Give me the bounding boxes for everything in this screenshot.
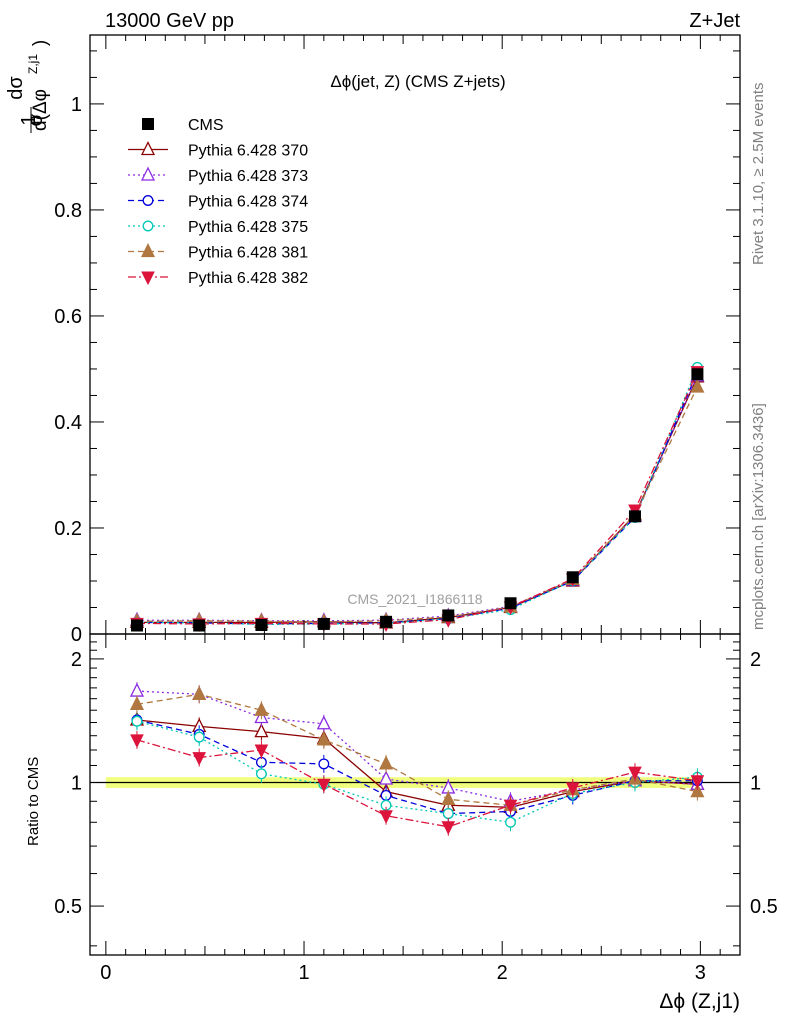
- main-data-point: [628, 510, 641, 523]
- legend-label-2: Pythia 6.428 373: [188, 168, 308, 185]
- ratio-series-5-point: [129, 695, 145, 711]
- ratio-series-4-point: [442, 808, 454, 820]
- ratio-series-2-point: [129, 682, 145, 697]
- main-y-axis-label: 1 σ dσ d(Δφ Z,j1 ): [5, 40, 51, 133]
- main-data-point: [317, 617, 330, 630]
- ratio-series-line-1: [136, 719, 698, 808]
- ratio-series-line-3: [136, 719, 698, 815]
- main-data-point: [691, 368, 704, 381]
- main-y-tick-label: 0.2: [54, 518, 82, 540]
- ratio-frame: [89, 633, 741, 956]
- x-axis-label: Δϕ (Z,j1): [659, 990, 740, 1013]
- legend-marker-0: [142, 118, 154, 130]
- ratio-series-5-point: [192, 685, 207, 700]
- ratio-y-tick-label-right: 2: [750, 649, 761, 671]
- legend-label-5: Pythia 6.428 381: [188, 245, 308, 262]
- main-y-tick-label: 0.4: [54, 412, 82, 434]
- main-series-line-5: [136, 386, 698, 623]
- legend-marker-3: [142, 195, 154, 206]
- main-title: Δϕ(jet, Z) (CMS Z+jets): [330, 72, 505, 91]
- ratio-y-tick-label: 0.5: [54, 896, 82, 918]
- side-label-source: mcplots.cern.ch [arXiv:1306.3436]: [750, 403, 767, 630]
- legend-label-4: Pythia 6.428 375: [188, 219, 308, 236]
- legend-label-0: CMS: [188, 117, 224, 134]
- side-label-rivet: Rivet 3.1.10, ≥ 2.5M events: [750, 83, 767, 266]
- ratio-series-6-point: [130, 734, 144, 748]
- ratio-y-tick-label: 1: [71, 772, 82, 794]
- svg-text:1: 1: [18, 114, 40, 125]
- legend-marker-1: [140, 141, 156, 156]
- ratio-series-2-point: [316, 715, 331, 730]
- main-series-5-point: [690, 378, 705, 393]
- ratio-series-1-point: [254, 723, 269, 738]
- x-tick-label: 2: [497, 962, 508, 984]
- svg-text:σ: σ: [24, 113, 47, 126]
- legend-marker-6: [141, 271, 155, 286]
- ratio-series-5-point: [690, 783, 705, 798]
- ratio-series-4-point: [131, 715, 143, 727]
- ratio-series-5-point: [254, 701, 269, 716]
- ratio-series-6-point: [192, 752, 207, 766]
- x-tick-label: 1: [298, 962, 309, 984]
- legend-label-1: Pythia 6.428 370: [188, 143, 308, 160]
- svg-text:Z,j1: Z,j1: [26, 54, 40, 74]
- ratio-series-line-5: [136, 693, 698, 806]
- ratio-y-tick-label: 2: [71, 649, 82, 671]
- ratio-series-6-point: [254, 744, 269, 759]
- ratio-series-6-point: [690, 775, 705, 789]
- main-data-point: [566, 571, 579, 584]
- ratio-panel: 0.5 0.5 1 1 2 2 0 1 2 3: [54, 633, 778, 984]
- main-data-point: [193, 619, 206, 632]
- ratio-series-line-2: [136, 690, 698, 802]
- x-tick-label: 0: [100, 962, 111, 984]
- ratio-series-line-6: [136, 739, 698, 828]
- ratio-series-6-point: [441, 821, 456, 835]
- ratio-series-line-4: [136, 720, 698, 823]
- ratio-series-6-point: [503, 799, 518, 814]
- ratio-series-4-point: [505, 816, 516, 828]
- ratio-series-3-point: [318, 758, 330, 770]
- svg-text:): ): [30, 40, 51, 46]
- legend-marker-5: [140, 243, 156, 258]
- ratio-series-5-point: [441, 790, 456, 805]
- main-data-point: [504, 597, 517, 610]
- ratio-series-6-point: [379, 810, 393, 824]
- legend-marker-4: [142, 220, 154, 232]
- main-series-line-1: [136, 376, 698, 624]
- main-y-tick-label: 1: [71, 94, 82, 116]
- main-series-line-4: [136, 367, 698, 626]
- header-right: Z+Jet: [689, 10, 740, 32]
- ratio-series-6-point: [628, 766, 642, 781]
- header-left: 13000 GeV pp: [105, 10, 234, 32]
- ratio-series-4-point: [255, 768, 267, 780]
- watermark: CMS_2021_I1866118: [347, 591, 482, 607]
- main-y-tick-label: 0.6: [54, 306, 82, 328]
- legend-label-6: Pythia 6.428 382: [188, 270, 308, 287]
- svg-text:dσ: dσ: [5, 76, 27, 100]
- main-panel: 0 0.2 0.4 0.6 0.8 1 CMS Pythia 6.428 370 Pythia …: [54, 34, 741, 646]
- main-data-point: [255, 618, 268, 631]
- ratio-series-5-point: [379, 755, 394, 770]
- ratio-y-label: Ratio to CMS: [25, 757, 42, 846]
- ratio-series-4-point: [193, 731, 205, 743]
- svg-text:d(Δφ: d(Δφ: [30, 89, 51, 131]
- main-series-line-2: [136, 375, 698, 622]
- ratio-series-6-point: [565, 782, 580, 797]
- main-series-line-6: [136, 371, 698, 625]
- x-tick-label: 3: [695, 962, 706, 984]
- main-y-tick-label: 0.8: [54, 200, 82, 222]
- ratio-y-tick-label-right: 1: [750, 772, 761, 794]
- ratio-series-5-point: [316, 731, 331, 746]
- ratio-series-2-point: [379, 770, 394, 785]
- ratio-y-tick-label-right: 0.5: [750, 896, 778, 918]
- legend-marker-2: [140, 166, 156, 181]
- main-series-line-3: [136, 371, 698, 625]
- main-data-point: [380, 615, 393, 628]
- main-data-point: [442, 609, 455, 622]
- main-data-point: [130, 619, 143, 632]
- ratio-series-6-point: [317, 778, 331, 793]
- legend-label-3: Pythia 6.428 374: [188, 194, 308, 211]
- main-y-tick-label: 0: [71, 624, 82, 646]
